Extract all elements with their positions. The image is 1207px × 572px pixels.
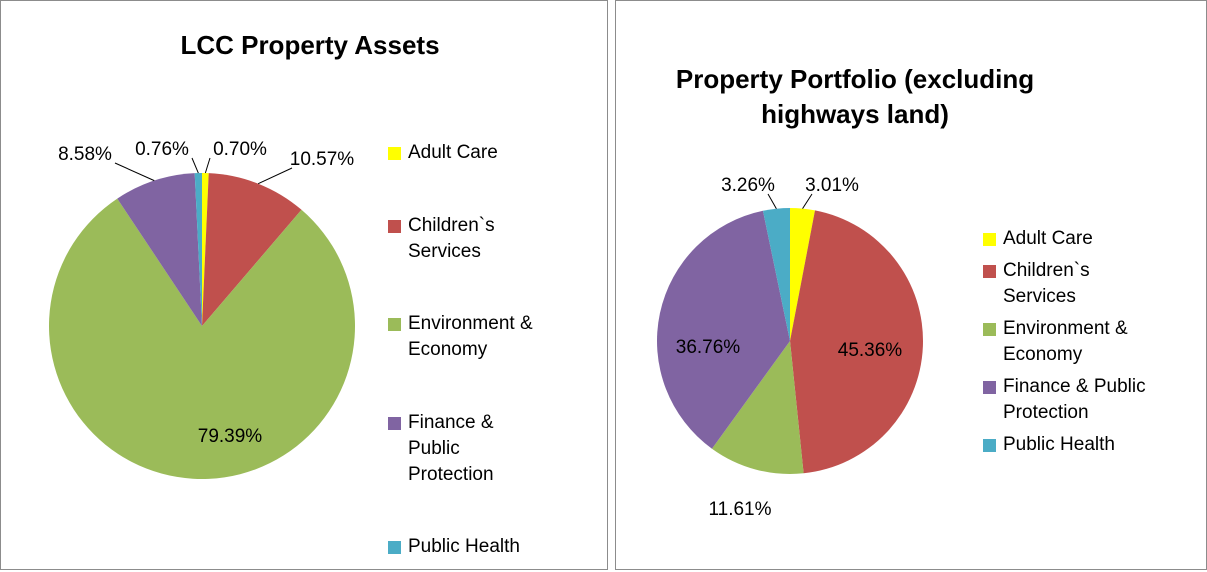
legend-item: Children`s Services [388, 213, 538, 265]
legend-item: Environment & Economy [983, 316, 1158, 368]
legend: Adult Care Children`s Services Environment… [388, 140, 538, 560]
legend-swatch [983, 381, 996, 394]
legend-item: Finance & Public Protection [983, 374, 1158, 426]
data-label: 0.70% [213, 139, 267, 160]
pie-slice [790, 210, 924, 474]
data-label: 11.61% [708, 499, 771, 520]
data-label: 3.01% [805, 175, 859, 196]
legend-item: Adult Care [983, 226, 1158, 252]
legend-swatch [388, 416, 401, 430]
legend-label: Public Health [408, 536, 520, 557]
legend-label: Public Health [1003, 434, 1115, 455]
legend-item: Finance & Public Protection [388, 410, 538, 488]
data-label: 10.57% [290, 149, 355, 170]
pie-slice [202, 173, 302, 326]
data-label: 45.36% [838, 340, 903, 361]
legend-swatch [983, 439, 996, 452]
leader-line [257, 167, 293, 185]
legend-item: Environment & Economy [388, 311, 538, 363]
legend-label: Environment & Economy [1003, 318, 1128, 365]
legend-swatch [983, 323, 996, 336]
legend-swatch [388, 147, 401, 160]
pie-slice [657, 210, 790, 449]
legend-item: Public Health [983, 432, 1158, 458]
pie-slice [117, 173, 202, 326]
legend-swatch [388, 541, 401, 554]
data-label: 36.76% [676, 337, 741, 358]
leader-line [114, 162, 155, 182]
legend-label: Adult Care [408, 142, 498, 163]
legend-label: Adult Care [1003, 228, 1093, 249]
panel [0, 0, 608, 570]
legend-label: Finance & Public Protection [408, 411, 494, 485]
legend-swatch [388, 318, 401, 331]
leader-line [802, 193, 813, 209]
legend-swatch [983, 233, 996, 246]
data-label: 3.26% [721, 175, 775, 196]
pie-slice [711, 341, 804, 475]
legend-label: Children`s Services [408, 214, 495, 262]
legend: Adult Care Children`s Services Environment… [983, 226, 1158, 458]
data-label: 0.76% [135, 139, 189, 160]
legend-label: Children`s Services [1003, 260, 1090, 307]
pie-slice [762, 208, 790, 341]
legend-item: Adult Care [388, 140, 538, 166]
legend-item: Public Health [388, 534, 538, 560]
legend-item: Children`s Services [983, 258, 1158, 310]
leader-line [191, 157, 199, 174]
chart-title: LCC Property Assets [180, 30, 440, 60]
leader-line [767, 193, 777, 209]
leader-line [204, 157, 211, 174]
pie-slice [48, 198, 355, 480]
chart-title: Property Portfolio (excluding highways l… [675, 64, 1035, 129]
legend-label: Finance & Public Protection [1003, 376, 1146, 423]
legend-swatch [983, 265, 996, 278]
pie-slice [790, 208, 816, 341]
pie-slice [194, 173, 202, 326]
legend-label: Environment & Economy [408, 313, 533, 360]
pie-slice [202, 173, 209, 326]
legend-swatch [388, 219, 401, 233]
data-label: 79.39% [198, 426, 263, 447]
data-label: 8.58% [58, 144, 112, 165]
